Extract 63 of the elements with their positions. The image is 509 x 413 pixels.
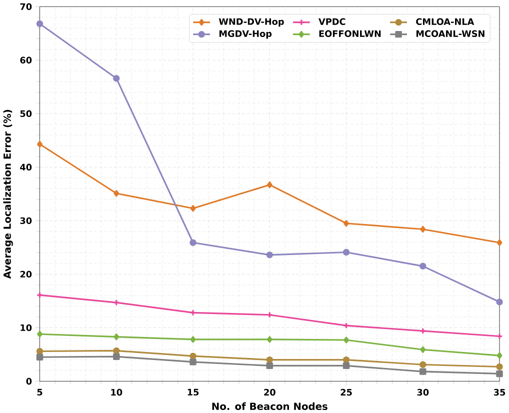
point	[190, 239, 196, 246]
point	[266, 356, 273, 364]
point	[342, 248, 350, 256]
point	[344, 220, 349, 227]
point	[420, 226, 426, 232]
point	[266, 251, 273, 258]
x-tick-label: 30	[417, 388, 429, 396]
point	[114, 333, 120, 340]
point	[190, 204, 196, 212]
point	[420, 262, 426, 270]
x-tick-label: 15	[188, 388, 199, 396]
point	[342, 356, 350, 364]
point	[496, 370, 503, 377]
point	[37, 140, 42, 148]
y-tick-label: 20	[20, 270, 32, 278]
x-tick-label: 20	[264, 388, 276, 396]
point	[113, 299, 120, 306]
point	[496, 363, 503, 370]
legend-label: VPDC	[318, 18, 346, 25]
point	[113, 353, 120, 360]
point	[266, 311, 273, 318]
point	[266, 181, 272, 188]
y-axis-title: Average Localization Error (%)	[3, 110, 13, 279]
point	[190, 336, 196, 343]
point	[113, 74, 120, 82]
legend-label: CMLOA-NLA	[416, 18, 474, 25]
point	[36, 354, 44, 360]
point	[36, 348, 44, 354]
point	[266, 362, 273, 369]
point	[190, 309, 196, 316]
point	[342, 322, 350, 329]
x-tick-label: 10	[111, 388, 122, 396]
y-tick-label: 0	[26, 378, 32, 384]
point	[37, 330, 42, 338]
legend-label: MGDV-Hop	[219, 30, 272, 39]
y-tick-label: 70	[20, 3, 32, 10]
point	[496, 298, 503, 306]
y-tick-label: 60	[20, 56, 32, 64]
y-tick-label: 10	[20, 324, 32, 331]
point	[420, 368, 426, 375]
y-tick-label: 30	[20, 217, 32, 224]
point	[266, 336, 272, 343]
point	[190, 358, 196, 366]
point	[420, 361, 426, 368]
point	[113, 347, 120, 354]
x-axis-title: No. of Beacon Nodes	[212, 402, 328, 410]
point	[114, 190, 120, 197]
y-tick-label: 40	[20, 164, 32, 170]
point	[420, 346, 426, 353]
point	[344, 336, 349, 344]
point	[342, 362, 350, 369]
point	[420, 327, 426, 334]
legend-label: MCOANL-WSN	[416, 30, 484, 37]
point	[190, 352, 196, 360]
x-tick-label: 5	[37, 388, 42, 396]
x-tick-label: 35	[494, 388, 506, 396]
point	[36, 20, 44, 27]
point	[496, 239, 502, 246]
point	[496, 352, 502, 359]
y-tick-label: 50	[20, 110, 32, 117]
legend-label: WND-DV-Hop	[218, 18, 284, 26]
x-tick-label: 25	[340, 388, 352, 396]
legend-label: EOFFONLWN	[319, 30, 381, 37]
